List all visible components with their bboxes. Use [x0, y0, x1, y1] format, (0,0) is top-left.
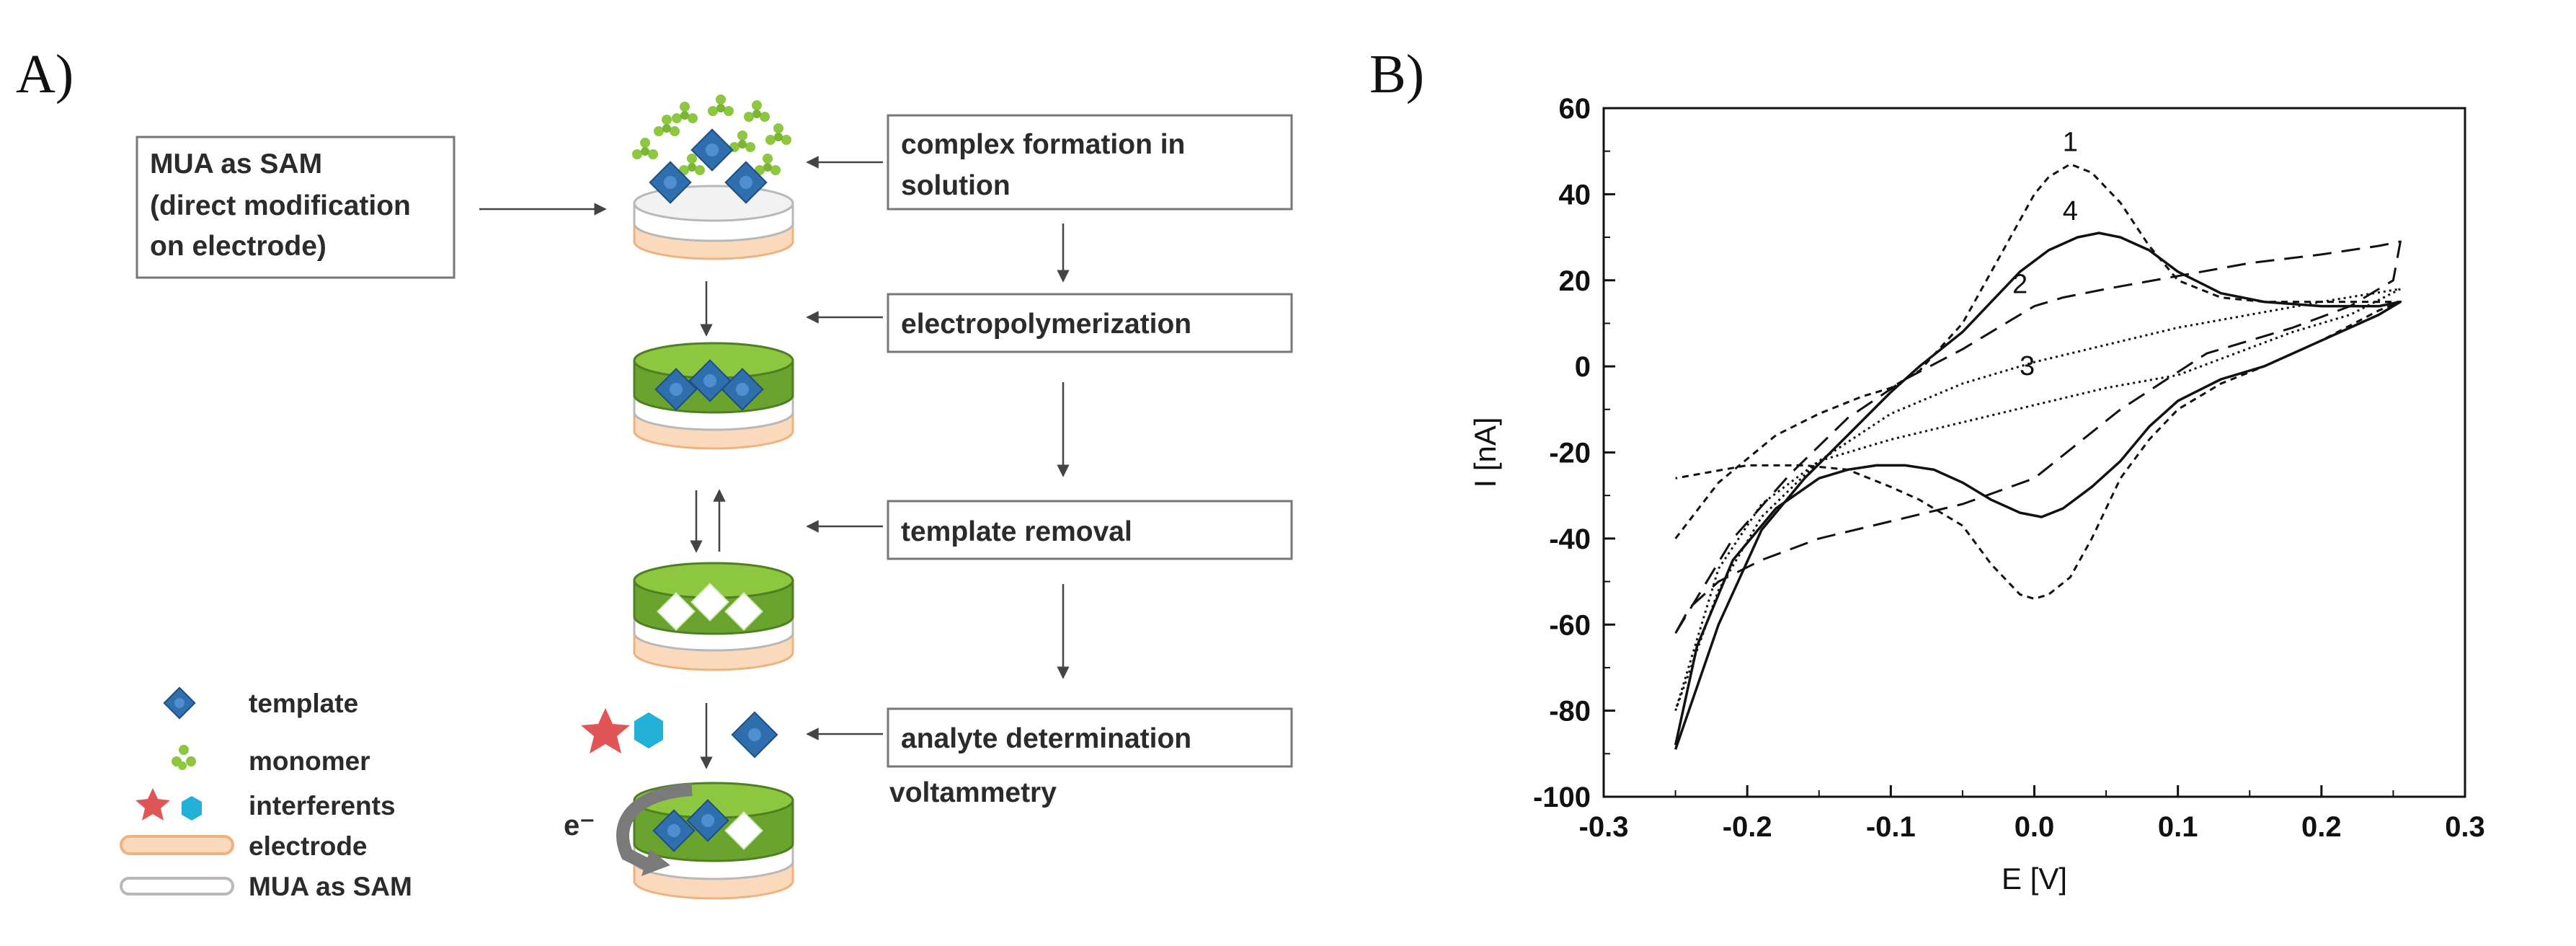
series-line-3	[1674, 288, 2402, 712]
y-tick-label: -80	[1549, 696, 1591, 728]
legend-interferents-label: interferents	[249, 791, 396, 821]
box-mua-line-3: on electrode)	[150, 231, 327, 262]
legend-mua-sam-label: MUA as SAM	[249, 872, 412, 901]
box-complex-line-1: complex formation in	[901, 129, 1185, 160]
box-analyte-line-1: analyte determination	[901, 723, 1191, 754]
y-tick-label: -40	[1549, 523, 1591, 555]
voltammetry-label: voltammetry	[889, 777, 1057, 808]
y-tick-label: 40	[1559, 179, 1591, 211]
box-complex-line-2: solution	[901, 170, 1011, 201]
series-label-3: 3	[2020, 351, 2035, 381]
interferents-and-analyte	[581, 708, 778, 759]
x-tick-label: -0.3	[1579, 811, 1629, 843]
interferent-hex-icon	[634, 712, 663, 748]
interferent-star-icon	[581, 708, 630, 753]
electrode-stack-complex	[632, 94, 794, 260]
box-template-removal-line-1: template removal	[901, 516, 1132, 547]
cv-chart: -0.3 -0.2 -0.1 0.0 0.1 0.2 0.3 -100 -80 -60 -40 -20…	[1468, 93, 2485, 896]
electron-transfer-arrow-icon	[616, 783, 693, 872]
legend-template-label: template	[249, 689, 358, 718]
legend-electrode-label: electrode	[249, 831, 368, 861]
series-line-4	[1674, 231, 2402, 750]
panel-a: A) MUA as SAM (direct modification on el…	[16, 44, 1293, 901]
flow-arrows	[479, 156, 1070, 769]
y-axis-title: I [nA]	[1468, 417, 1502, 487]
plot-frame	[1602, 107, 2466, 798]
x-tick-label: -0.1	[1866, 811, 1916, 843]
legend-mua-sam-icon	[120, 877, 234, 896]
box-analyte-determination: analyte determination	[887, 707, 1293, 768]
legend-monomer-label: monomer	[249, 746, 370, 776]
y-tick-label: -60	[1549, 609, 1591, 641]
y-tick-label: 0	[1575, 351, 1591, 383]
y-tick-label: -100	[1533, 782, 1591, 813]
y-tick-label: -20	[1549, 438, 1591, 469]
legend-interferent-star-icon	[136, 788, 170, 821]
series-label-4: 4	[2063, 196, 2078, 226]
x-tick-label: -0.2	[1723, 811, 1772, 843]
series-label-2: 2	[2012, 270, 2028, 300]
series-line-1	[1674, 163, 2402, 600]
series-line-2	[1674, 240, 2402, 634]
box-complex-formation: complex formation in solution	[887, 114, 1293, 211]
x-tick-label: 0.0	[2015, 811, 2055, 843]
legend-monomer-icon	[172, 745, 196, 770]
panel-b: B) -0.3 -0.2 -0.1 0.0 0.1 0.2 0.3 -100 -80 -60 -40…	[1369, 44, 2485, 896]
analyte-template-icon	[731, 711, 778, 759]
electrode-stack-rebinding: e⁻	[564, 782, 794, 900]
panel-a-label: A)	[16, 44, 74, 105]
legend-panel-a: template monomer interferents electrode …	[120, 686, 412, 901]
x-tick-label: 0.1	[2158, 811, 2198, 843]
x-tick-label: 0.2	[2301, 811, 2342, 843]
electrode-stack-polymer	[633, 342, 794, 450]
panel-b-label: B)	[1369, 44, 1424, 105]
series-label-1: 1	[2063, 128, 2078, 158]
legend-interferent-hex-icon	[182, 796, 202, 821]
box-template-removal: template removal	[887, 500, 1293, 560]
electron-label: e⁻	[564, 810, 595, 841]
y-tick-label: 60	[1559, 93, 1591, 125]
x-tick-label: 0.3	[2445, 811, 2485, 843]
box-electropoly-line-1: electropolymerization	[901, 309, 1191, 340]
box-mua-line-1: MUA as SAM	[150, 149, 322, 180]
box-mua-line-2: (direct modification	[150, 190, 411, 221]
legend-electrode-icon	[120, 835, 234, 855]
box-mua-as-sam: MUA as SAM (direct modification on elect…	[136, 136, 456, 279]
box-electropolymerization: electropolymerization	[887, 293, 1293, 353]
legend-template-icon	[163, 686, 196, 720]
y-tick-label: 20	[1559, 265, 1591, 297]
x-axis-title: E [V]	[2002, 862, 2067, 896]
electrode-stack-cavities	[633, 562, 794, 671]
